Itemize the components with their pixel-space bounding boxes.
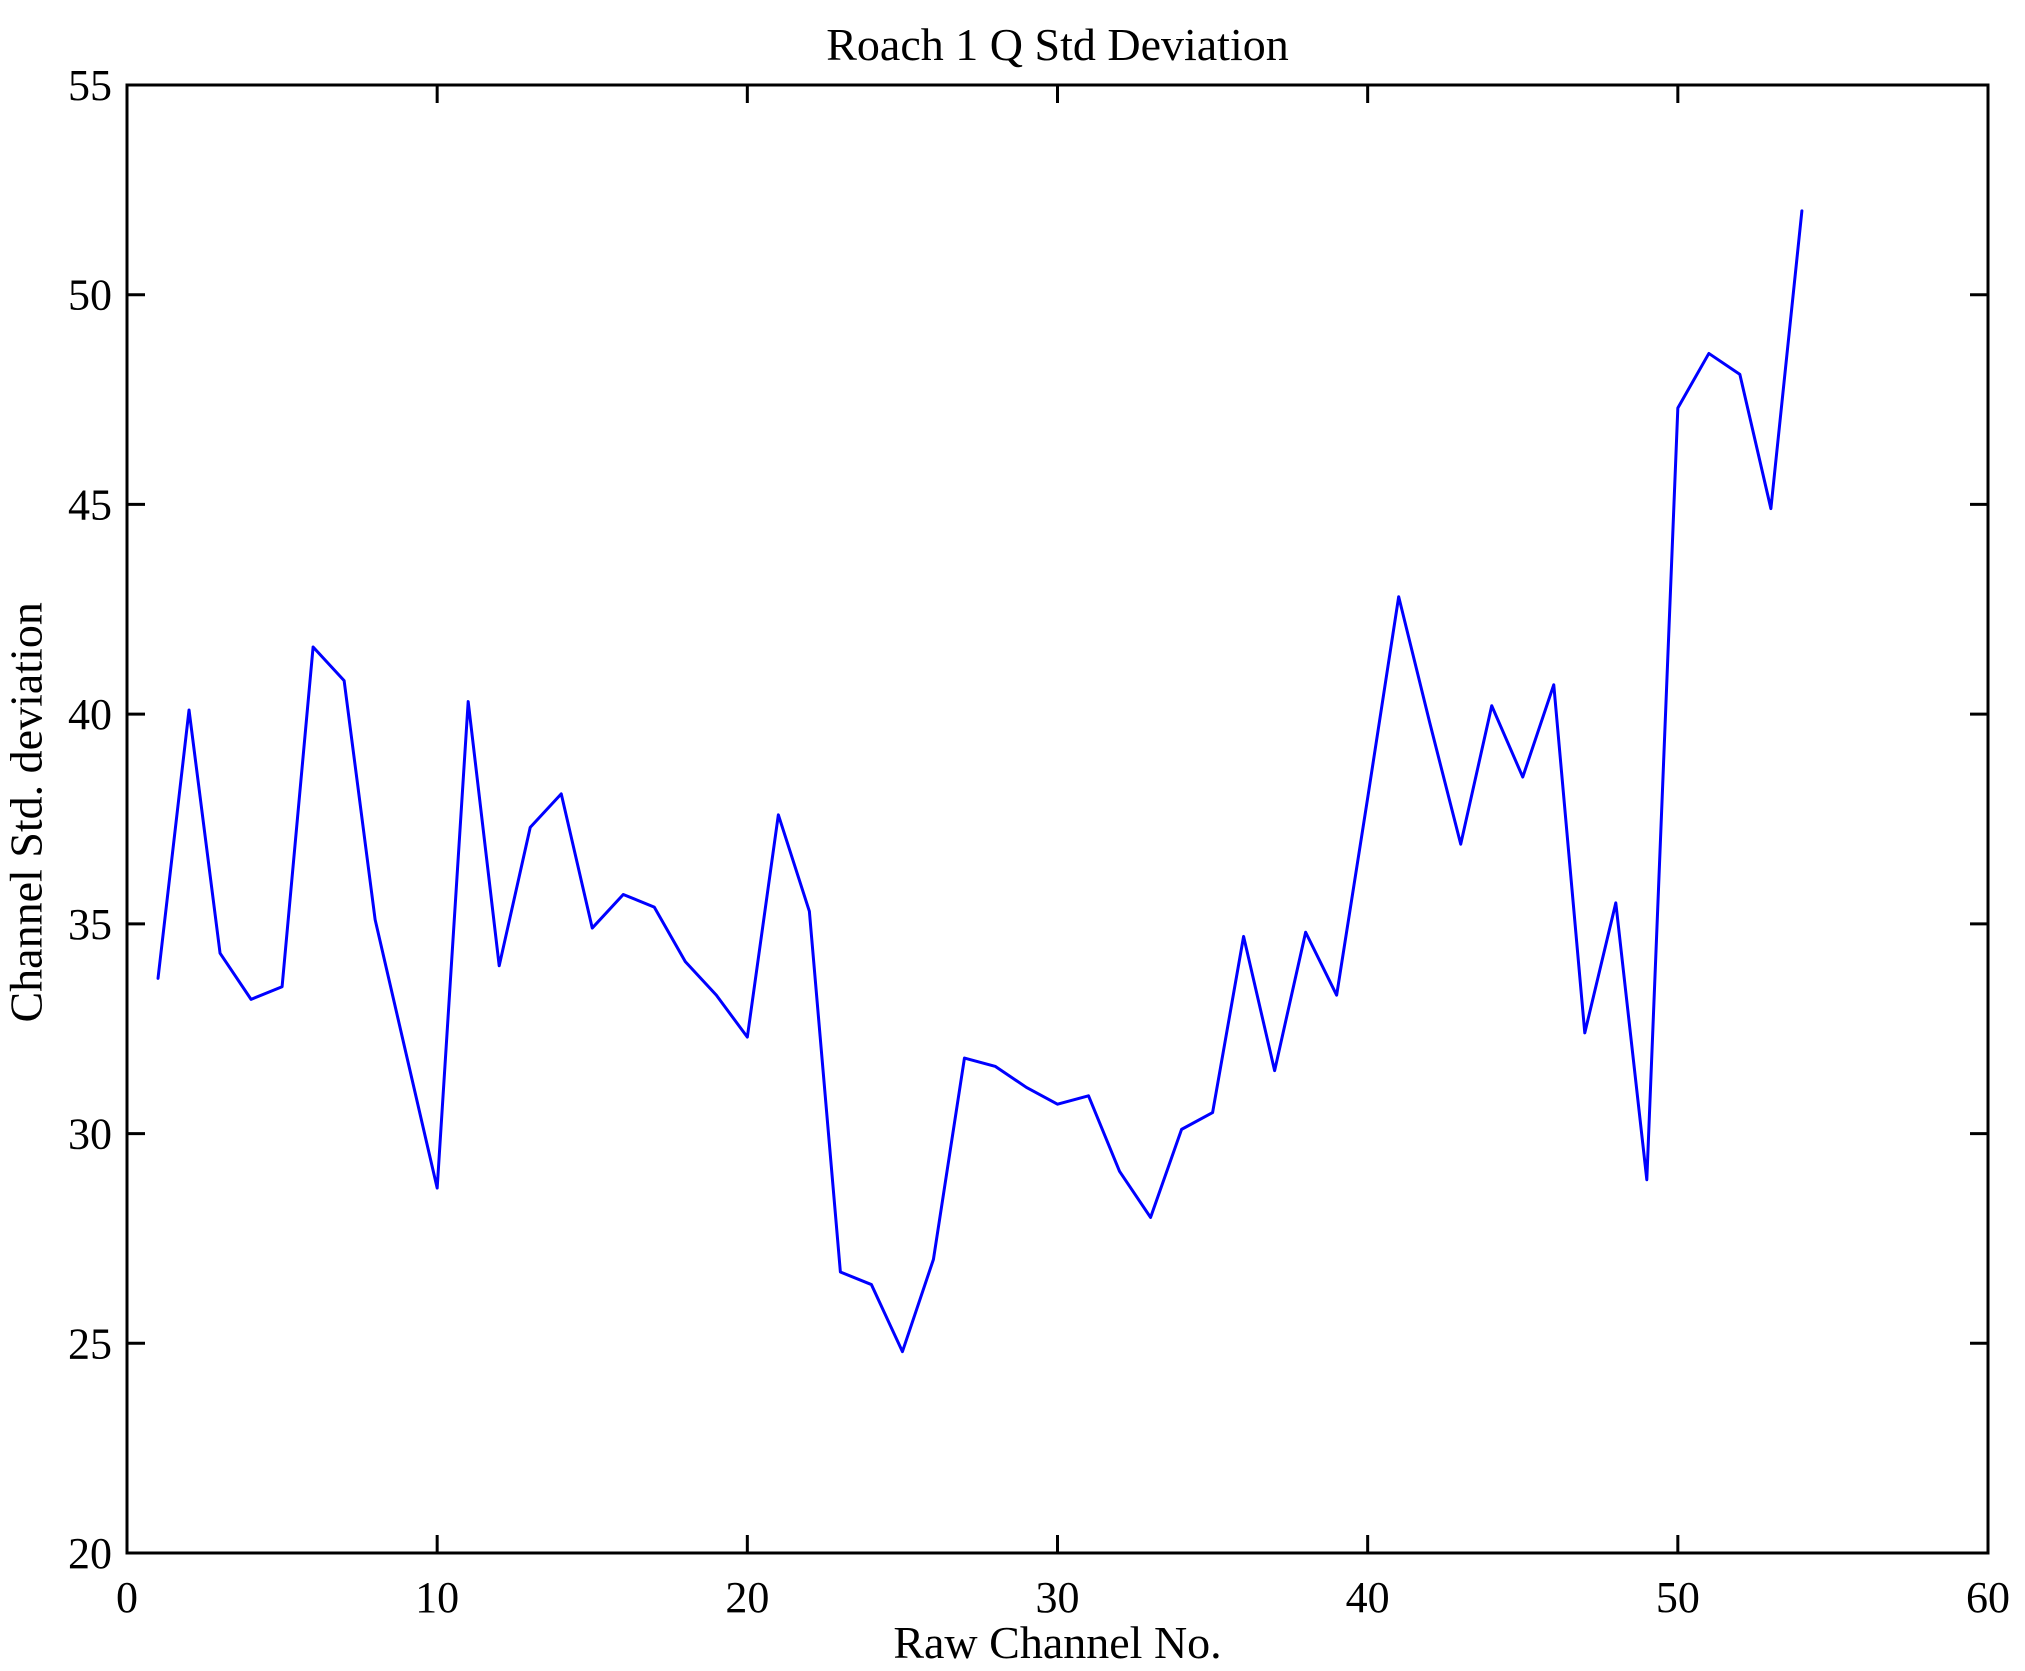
x-tick-label: 10 xyxy=(415,1573,459,1622)
y-tick-label: 40 xyxy=(68,690,112,739)
x-tick-label: 0 xyxy=(116,1573,138,1622)
x-tick-label: 20 xyxy=(725,1573,769,1622)
chart-title: Roach 1 Q Std Deviation xyxy=(826,19,1289,70)
y-tick-label: 30 xyxy=(68,1110,112,1159)
data-line-series xyxy=(156,209,1804,1354)
y-tick-label: 50 xyxy=(68,271,112,320)
x-tick-label: 40 xyxy=(1346,1573,1390,1622)
x-tick-label: 50 xyxy=(1656,1573,1700,1622)
y-tick-label: 35 xyxy=(68,900,112,949)
y-tick-label: 55 xyxy=(68,61,112,110)
axes-box xyxy=(125,83,1990,1555)
x-axis-label: Raw Channel No. xyxy=(893,1617,1222,1668)
y-tick-label: 25 xyxy=(68,1319,112,1368)
x-tick-label: 60 xyxy=(1966,1573,2010,1622)
y-tick-label: 45 xyxy=(68,480,112,529)
x-tick-label: 30 xyxy=(1036,1573,1080,1622)
y-tick-label: 20 xyxy=(68,1529,112,1578)
